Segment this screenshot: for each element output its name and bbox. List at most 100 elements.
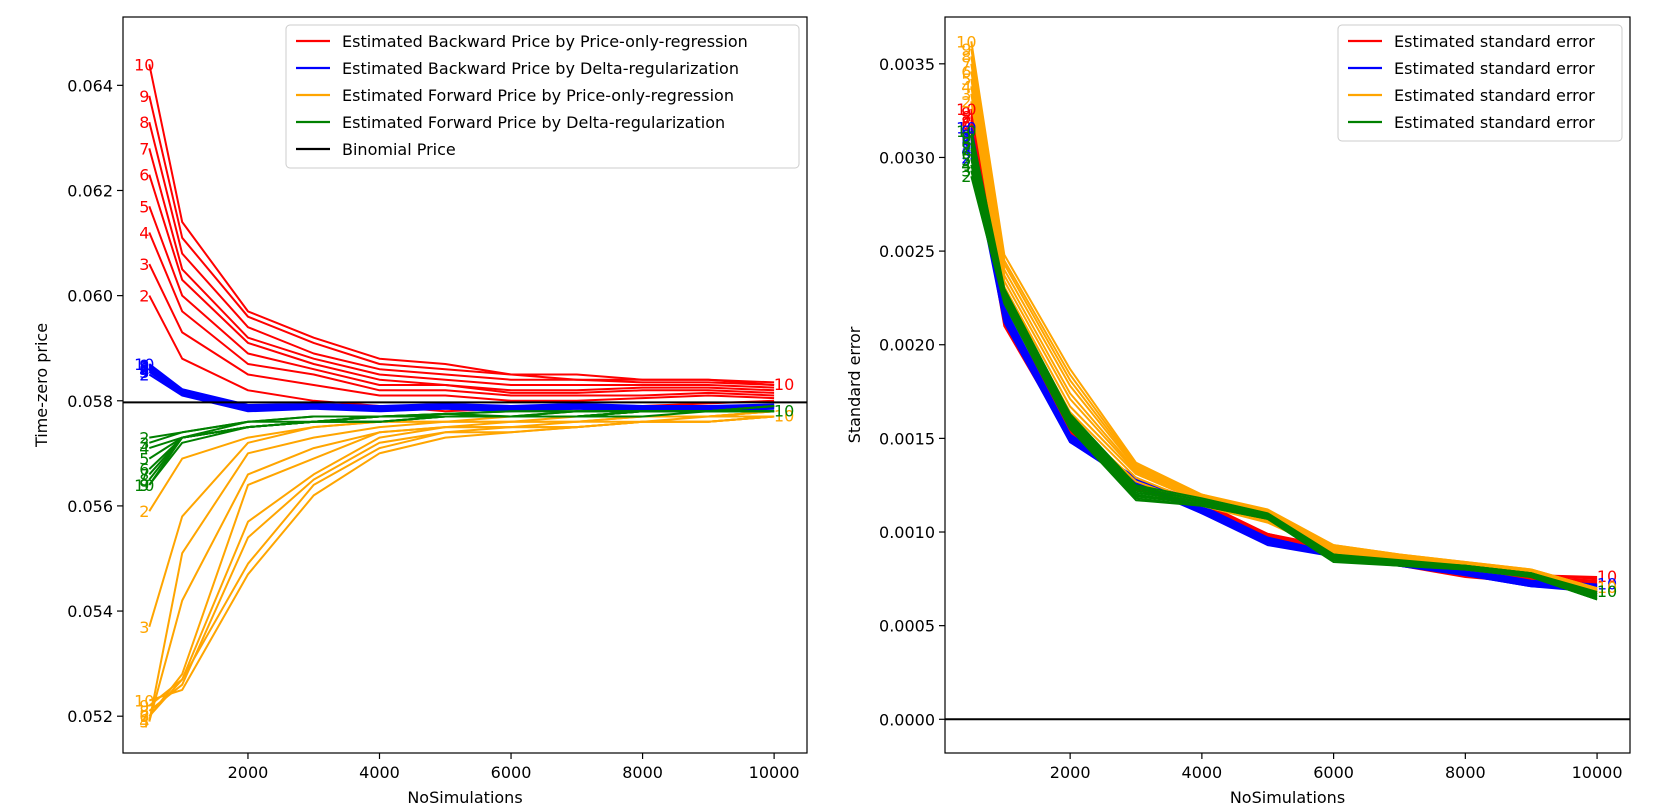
series-start-label: 7 xyxy=(139,358,149,377)
legend: Estimated standard error Estimated standa… xyxy=(1337,24,1623,142)
series-line-2-9 xyxy=(148,363,775,407)
series-start-label: 4 xyxy=(139,439,149,458)
series-start-label: 4 xyxy=(139,361,149,380)
series-start-label: 4 xyxy=(139,224,149,243)
series-start-label: 2 xyxy=(139,287,149,306)
series-line-3-4 xyxy=(970,78,1598,593)
series-start-label: 9 xyxy=(139,356,149,375)
series-start-label: 5 xyxy=(139,360,149,379)
legend-box xyxy=(285,24,800,169)
y-tick-label: 0.0005 xyxy=(879,617,935,636)
series-line-1-6 xyxy=(148,148,775,389)
series-line-1-7 xyxy=(970,116,1598,582)
y-tick-label: 0.0015 xyxy=(879,429,935,448)
chart-panel-1: 2345678910102345678910234567891010234567… xyxy=(32,16,808,807)
legend-entry-label: Estimated Backward Price by Price-only-r… xyxy=(342,32,748,51)
y-tick-label: 0.062 xyxy=(67,181,113,200)
series-start-label: 8 xyxy=(139,113,149,132)
series-start-label: 10 xyxy=(134,691,154,710)
series-line-4-9 xyxy=(148,410,775,486)
x-tick-label: 10000 xyxy=(1572,763,1623,782)
series-start-label: 8 xyxy=(961,126,971,145)
series-start-label: 7 xyxy=(961,111,971,130)
series-line-3-9 xyxy=(970,41,1598,590)
x-tick-label: 8000 xyxy=(1445,763,1486,782)
series-line-4-9 xyxy=(970,130,1598,593)
series-end-label: 10 xyxy=(774,401,794,420)
series-start-label: 5 xyxy=(961,118,971,137)
series-end-label: 10 xyxy=(774,407,794,426)
series-start-label: 10 xyxy=(134,476,154,495)
series-line-3-2 xyxy=(148,410,775,628)
series-line-1-8 xyxy=(970,112,1598,580)
series-start-label: 8 xyxy=(961,47,971,66)
series-start-label: 7 xyxy=(961,55,971,74)
series-line-2-9 xyxy=(970,127,1598,586)
series-end-label: 10 xyxy=(774,375,794,394)
series-start-label: 10 xyxy=(134,355,154,374)
series-end-label: 10 xyxy=(1597,567,1617,586)
series-start-label: 2 xyxy=(961,167,971,186)
series-layer xyxy=(148,64,775,722)
y-tick-label: 0.0035 xyxy=(879,55,935,74)
legend-entry-label: Estimated standard error xyxy=(1394,86,1595,105)
series-start-label: 6 xyxy=(139,460,149,479)
series-line-1-7 xyxy=(148,121,775,386)
y-tick-label: 0.0025 xyxy=(879,242,935,261)
series-start-label: 2 xyxy=(139,365,149,384)
series-start-label: 3 xyxy=(139,434,149,453)
y-tick-label: 0.060 xyxy=(67,287,113,306)
series-start-label: 2 xyxy=(961,148,971,167)
axes-frame xyxy=(944,16,1631,754)
series-start-label: 5 xyxy=(961,70,971,89)
series-start-label: 5 xyxy=(139,712,149,731)
series-start-label: 7 xyxy=(139,465,149,484)
series-start-label: 10 xyxy=(956,32,976,51)
series-start-label: 9 xyxy=(961,122,971,141)
series-start-label: 8 xyxy=(961,107,971,126)
series-start-label: 10 xyxy=(956,100,976,119)
legend-entry-label: Estimated standard error xyxy=(1394,59,1595,78)
series-start-label: 7 xyxy=(139,707,149,726)
series-line-3-3 xyxy=(148,410,775,722)
series-start-label: 2 xyxy=(139,429,149,448)
x-tick-label: 4000 xyxy=(359,763,400,782)
legend-entry-label: Estimated standard error xyxy=(1394,113,1595,132)
series-start-label: 9 xyxy=(139,476,149,495)
x-tick-label: 6000 xyxy=(491,763,532,782)
series-line-1-3 xyxy=(148,232,775,397)
y-tick-label: 0.052 xyxy=(67,707,113,726)
series-start-label: 4 xyxy=(961,156,971,175)
series-line-3-5 xyxy=(970,71,1598,593)
y-axis-label: Time-zero price xyxy=(32,323,51,448)
series-line-1-5 xyxy=(970,123,1598,584)
y-tick-label: 0.0000 xyxy=(879,710,935,729)
series-start-label: 10 xyxy=(956,118,976,137)
series-start-label: 2 xyxy=(139,502,149,521)
series-start-label: 6 xyxy=(139,707,149,726)
series-start-label: 4 xyxy=(961,122,971,141)
y-tick-label: 0.0020 xyxy=(879,336,935,355)
series-start-label: 3 xyxy=(139,363,149,382)
legend-box xyxy=(1337,24,1623,142)
series-start-label: 9 xyxy=(961,40,971,59)
series-start-label: 2 xyxy=(961,92,971,111)
x-tick-label: 4000 xyxy=(1182,763,1223,782)
y-tick-label: 0.0010 xyxy=(879,523,935,542)
series-start-label: 3 xyxy=(961,162,971,181)
series-start-label: 8 xyxy=(961,133,971,152)
x-tick-label: 2000 xyxy=(228,763,269,782)
series-end-label: 10 xyxy=(1597,582,1617,601)
legend-entry-label: Estimated standard error xyxy=(1394,32,1595,51)
series-start-label: 6 xyxy=(961,145,971,164)
x-axis-label: NoSimulations xyxy=(1230,788,1345,807)
series-start-label: 6 xyxy=(139,359,149,378)
x-tick-label: 6000 xyxy=(1313,763,1354,782)
series-line-4-1 xyxy=(970,175,1598,601)
legend: Estimated Backward Price by Price-only-r… xyxy=(285,24,800,169)
series-start-label: 8 xyxy=(139,471,149,490)
series-start-label: 4 xyxy=(961,77,971,96)
legend-entry-label: Estimated Forward Price by Price-only-re… xyxy=(342,86,734,105)
y-tick-label: 0.054 xyxy=(67,602,113,621)
